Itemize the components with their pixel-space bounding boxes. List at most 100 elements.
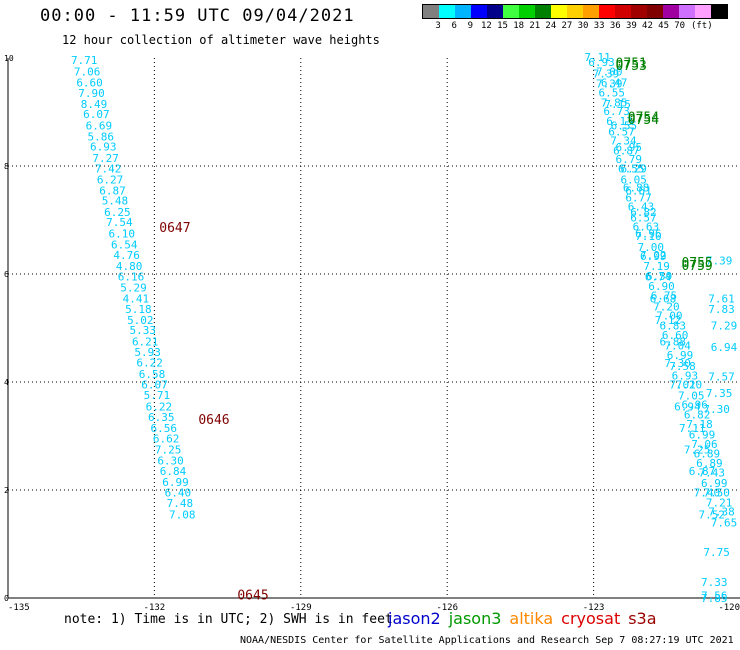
pass-time-label: 0755 (681, 256, 712, 271)
legend-swatch (567, 5, 583, 18)
wave-height-point: 4.76 (113, 249, 139, 262)
wave-height-point: 6.89 (696, 457, 723, 470)
wave-height-point: 6.22 (146, 400, 173, 413)
wave-height-point: 5.18 (125, 303, 151, 316)
legend-swatch (551, 5, 567, 18)
wave-height-point: 7.61 (708, 292, 735, 305)
wave-height-point: 6.96 (681, 399, 708, 412)
legend-label: 12 (480, 21, 492, 31)
legend-label: 36 (609, 21, 621, 31)
satellite-label: s3a (628, 609, 657, 628)
wave-height-point: 7.06 (74, 66, 101, 79)
pass-time-label: 0754 (628, 110, 659, 125)
wave-height-point: 6.22 (136, 357, 163, 370)
wave-height-point: 6.93 (672, 370, 699, 383)
pass-time-label: 0754 (628, 113, 659, 128)
legend-labels: 3 6 9 12 15 18 21 24 27 30 33 36 39 42 45 70 (ft) (422, 19, 728, 33)
legend-swatch (615, 5, 631, 18)
wave-height-point: 7.65 (711, 516, 738, 529)
wave-height-point: 6.61 (625, 184, 652, 197)
wave-height-point: 6.94 (711, 341, 738, 354)
legend-label: 9 (467, 21, 474, 31)
wave-height-point: 6.13 (606, 115, 633, 128)
wave-height-point: 7.27 (92, 152, 119, 165)
wave-height-point: 6.83 (659, 319, 686, 332)
wave-height-point: 6.84 (160, 465, 187, 478)
x-tick-label: -129 (290, 603, 312, 613)
legend-swatch (455, 5, 471, 18)
wave-height-point: 6.60 (662, 329, 689, 342)
wave-height-point: 7.75 (703, 546, 730, 559)
wave-height-point: 7.30 (703, 403, 730, 416)
x-tick-label: -123 (583, 603, 605, 613)
legend-label: 42 (642, 21, 653, 31)
wave-height-point: 7.35 (706, 387, 733, 400)
legend-swatch (695, 5, 711, 18)
wave-height-point: 7.01 (669, 379, 696, 392)
wave-height-point: 6.93 (588, 56, 615, 69)
wave-height-point: 5.29 (120, 282, 146, 295)
pass-time-label: 0645 (237, 588, 268, 603)
wave-height-point: 7.38 (708, 506, 735, 519)
wave-height-point: 7.48 (167, 497, 194, 510)
legend-label: 33 (593, 21, 605, 31)
wave-height-point: 6.99 (667, 349, 694, 362)
legend-label: 15 (497, 21, 508, 31)
wave-height-point: 6.62 (153, 433, 180, 446)
satellite-label: jason2 (388, 609, 441, 628)
wave-height-point: 6.59 (646, 270, 673, 283)
pass-time-label: 0759 (681, 259, 712, 274)
legend-swatch (503, 5, 519, 18)
legend-swatch (583, 5, 599, 18)
legend-swatch (663, 5, 679, 18)
wave-height-point: 8.49 (81, 98, 108, 111)
wave-height-point: 7.00 (656, 310, 683, 323)
wave-height-point: 7.11 (679, 422, 706, 435)
wave-height-point: 6.30 (157, 454, 184, 467)
legend-swatch (535, 5, 551, 18)
legend-swatch (631, 5, 647, 18)
wave-height-point: 6.35 (148, 411, 175, 424)
wave-height-point: 6.43 (628, 201, 655, 214)
wave-height-point: 6.73 (603, 105, 630, 118)
wave-height-point: 7.05 (678, 390, 705, 403)
wave-height-point: 6.16 (118, 271, 145, 284)
wave-height-point: 6.25 (104, 206, 131, 219)
wave-height-point: 7.25 (155, 444, 182, 457)
y-tick-label: 8 (4, 162, 9, 171)
wave-height-point: 7.20 (676, 379, 703, 392)
legend-label: 3 (435, 21, 441, 31)
legend-swatch (519, 5, 535, 18)
wave-height-point: 6.88 (623, 182, 650, 195)
legend-label: 70 (674, 21, 686, 31)
wave-height-point: 6.99 (162, 476, 189, 489)
wave-height-point: 5.33 (130, 324, 157, 337)
wave-height-point: 7.39 (593, 68, 620, 81)
wave-height-point: 6.77 (625, 191, 652, 204)
wave-height-point: 5.71 (144, 389, 171, 402)
wave-height-point: 6.90 (648, 280, 675, 293)
pass-time-label: 0753 (616, 59, 647, 74)
wave-height-point: 7.85 (601, 96, 628, 109)
wave-height-point: 6.47 (601, 76, 628, 89)
legend-swatch (647, 5, 663, 18)
x-tick-label: -135 (8, 603, 30, 613)
y-tick-label: 4 (4, 378, 9, 387)
legend-label: 18 (513, 21, 525, 31)
wave-height-point: 7.29 (711, 319, 738, 332)
pass-time-label: 0751 (616, 56, 647, 71)
wave-height-point: 5.86 (88, 130, 115, 143)
tick-labels: -135 -132 -129 -126 -123 -120 0 2 4 6 8 10 (4, 54, 740, 613)
wave-height-point: 4.80 (116, 260, 142, 273)
wave-height-point: 6.75 (651, 290, 678, 303)
wave-height-point: 7.08 (169, 508, 196, 521)
legend-label: (ft) (690, 21, 713, 31)
legend-swatch (423, 5, 439, 18)
wave-height-point: 6.57 (630, 211, 657, 224)
satellite-label: altika (509, 609, 554, 628)
wave-height-point: 6.63 (633, 220, 660, 233)
wave-height-point: 7.21 (706, 496, 733, 509)
y-tick-label: 0 (4, 594, 9, 603)
wave-height-point: 6.82 (684, 408, 711, 421)
